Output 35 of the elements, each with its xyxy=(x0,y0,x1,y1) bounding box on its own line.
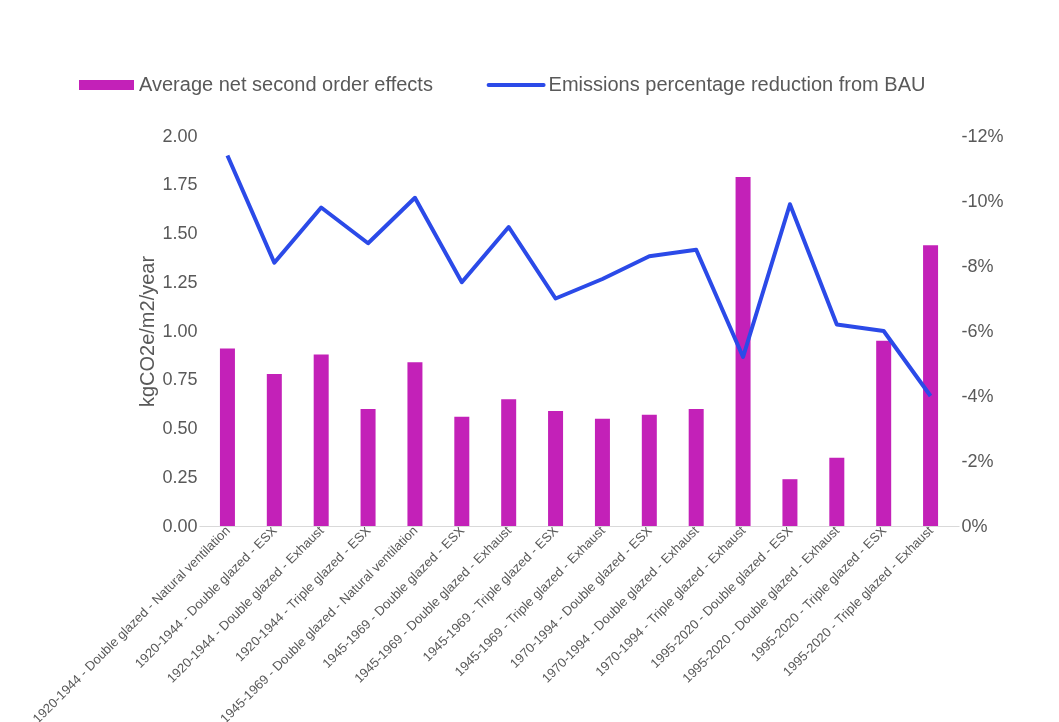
y-axis-title: kgCO2e/m2/year xyxy=(136,255,159,408)
bar xyxy=(313,354,329,526)
y-tick-label: 1.75 xyxy=(162,174,198,195)
y2-tick-label: -4% xyxy=(961,385,994,406)
bar xyxy=(923,245,939,526)
y-tick-label: 2.00 xyxy=(162,125,198,146)
bar xyxy=(266,373,282,526)
y-tick-label: 0.50 xyxy=(162,418,198,438)
bar xyxy=(641,414,657,526)
y2-tick-label: -8% xyxy=(961,255,994,276)
y-tick-label: 0.75 xyxy=(162,369,198,390)
bar xyxy=(501,399,517,526)
bar xyxy=(829,457,845,526)
y-tick-label: 1.00 xyxy=(162,320,198,341)
bar xyxy=(548,410,564,526)
bar xyxy=(782,479,798,526)
y2-tick-label: 0% xyxy=(961,515,988,536)
bar xyxy=(735,176,751,526)
y-tick-label: 1.50 xyxy=(162,223,198,243)
y2-tick-label: -12% xyxy=(961,125,1004,146)
bar xyxy=(454,416,470,526)
legend-label: Emissions percentage reduction from BAU xyxy=(548,73,926,95)
y2-tick-label: -2% xyxy=(961,450,994,471)
bar xyxy=(219,348,235,526)
bar xyxy=(407,362,423,526)
y-tick-label: 1.25 xyxy=(162,271,198,292)
line-series xyxy=(225,153,933,398)
bar xyxy=(876,340,892,526)
legend-label: Average net second order effects xyxy=(139,73,433,95)
bar xyxy=(688,409,704,526)
y2-tick-label: -10% xyxy=(961,190,1004,211)
bar xyxy=(594,418,610,526)
y2-tick-label: -6% xyxy=(961,320,994,341)
bar xyxy=(360,409,376,526)
y-tick-label: 0.25 xyxy=(162,466,198,487)
